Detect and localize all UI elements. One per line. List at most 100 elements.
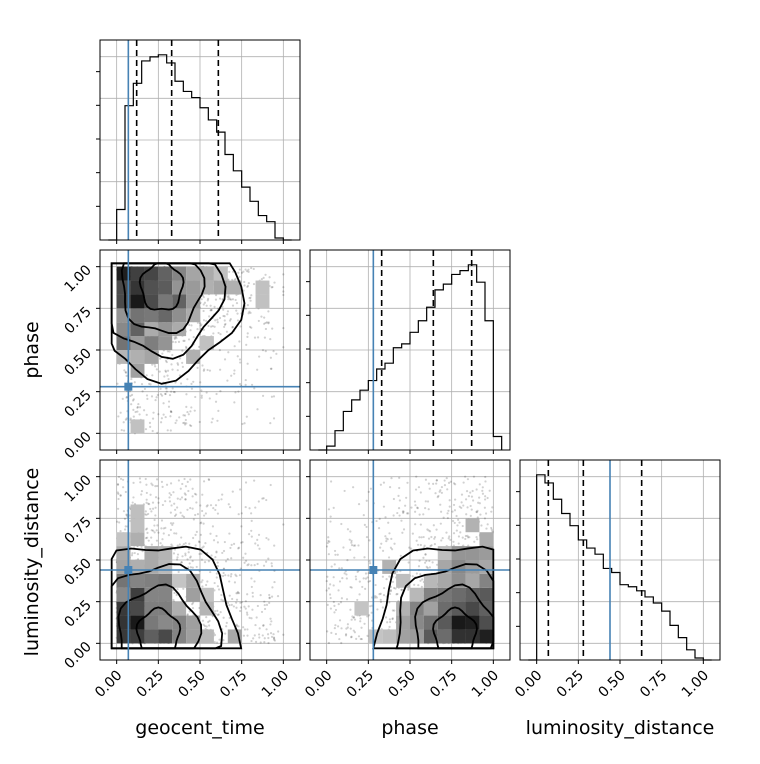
pair-geocent-phase-sample-point-1231	[171, 340, 175, 343]
pair-geocent-lumdist-sample-point-1316	[140, 489, 144, 493]
pair-geocent-phase-sample-point-276	[148, 382, 151, 385]
pair-phase-lumdist-sample-point-26	[397, 494, 400, 497]
pair-geocent-lumdist-sample-point-620	[239, 609, 242, 613]
pair-geocent-phase-sample-point-1117	[157, 413, 160, 416]
pair-phase-lumdist-sample-point-403	[460, 501, 463, 504]
pair-geocent-lumdist-sample-point-459	[230, 557, 233, 560]
pair-phase-lumdist-sample-point-1283	[357, 544, 360, 547]
pair-phase-lumdist-sample-point-426	[467, 494, 470, 498]
pair-geocent-lumdist-sample-point-799	[116, 491, 119, 494]
pair-geocent-lumdist-sample-point-1287	[233, 581, 237, 584]
pair-phase-lumdist-contour-3	[372, 545, 495, 650]
pair-geocent-phase-sample-point-1252	[132, 398, 135, 401]
pair-phase-lumdist-sample-point-614	[483, 517, 487, 520]
pair-phase-lumdist-sample-point-652	[427, 508, 430, 511]
pair-geocent-phase-sample-point-316	[145, 413, 148, 416]
pair-phase-lumdist-sample-point-543	[384, 616, 388, 619]
pair-phase-lumdist-sample-point-686	[330, 631, 333, 634]
pair-geocent-phase-sample-point-38	[214, 400, 218, 403]
pair-phase-lumdist-sample-point-673	[465, 490, 469, 493]
pair-phase-lumdist-sample-point-409	[431, 561, 434, 564]
pair-phase-lumdist-sample-point-949	[455, 529, 458, 532]
pair-geocent-lumdist-sample-point-1391	[182, 515, 186, 519]
pair-phase-lumdist-sample-point-558	[379, 483, 382, 486]
pair-geocent-lumdist-density-cell-5-3	[186, 587, 200, 602]
pair-geocent-lumdist-sample-point-630	[267, 636, 270, 640]
pair-geocent-phase-sample-point-634	[244, 378, 247, 382]
pair-phase-lumdist-sample-point-1020	[392, 497, 396, 501]
pair-geocent-phase-sample-point-1062	[151, 374, 154, 377]
pair-geocent-lumdist-sample-point-1304	[117, 507, 120, 510]
pair-phase-lumdist-sample-point-231	[446, 512, 449, 515]
hist-luminosity-distance-xtick-label-0: 0.00	[512, 668, 545, 701]
pair-geocent-lumdist-sample-point-368	[217, 588, 221, 591]
pair-geocent-phase-sample-point-720	[174, 341, 177, 344]
pair-geocent-lumdist-sample-point-1090	[123, 528, 127, 531]
pair-geocent-lumdist-sample-point-381	[117, 475, 121, 479]
pair-geocent-lumdist-sample-point-412	[244, 505, 247, 509]
pair-geocent-phase-sample-point-164	[213, 305, 216, 308]
pair-phase-lumdist-sample-point-45	[381, 606, 384, 609]
pair-phase-lumdist-sample-point-883	[387, 521, 390, 524]
pair-geocent-phase-sample-point-40	[186, 410, 189, 414]
pair-geocent-phase-sample-point-292	[155, 396, 158, 399]
pair-geocent-lumdist-sample-point-541	[216, 512, 220, 515]
pair-geocent-lumdist-sample-point-532	[187, 551, 190, 554]
pair-phase-lumdist-sample-point-509	[329, 480, 333, 483]
pair-phase-lumdist-density-cell-9-0	[451, 629, 466, 644]
pair-geocent-phase-sample-point-60	[145, 394, 149, 397]
pair-phase-lumdist-sample-point-861	[451, 510, 454, 513]
pair-geocent-phase-sample-point-1298	[164, 387, 167, 390]
pair-phase-lumdist-sample-point-1082	[416, 543, 420, 546]
pair-geocent-phase-sample-point-825	[238, 358, 242, 361]
pair-geocent-lumdist-sample-point-48	[238, 574, 242, 577]
pair-geocent-phase-sample-point-489	[216, 318, 219, 321]
pair-geocent-lumdist-sample-point-104	[208, 619, 211, 622]
pair-phase-lumdist-density-cell-10-6	[465, 546, 480, 560]
pair-geocent-lumdist-sample-point-258	[250, 512, 253, 515]
pair-geocent-phase-sample-point-820	[226, 310, 230, 313]
pair-geocent-lumdist-sample-point-480	[207, 620, 210, 624]
pair-geocent-phase-sample-point-1215	[256, 368, 259, 371]
pair-geocent-lumdist-sample-point-1293	[229, 546, 232, 550]
pair-geocent-phase-sample-point-1315	[238, 340, 241, 343]
pair-geocent-phase-sample-point-390	[250, 266, 253, 270]
pair-geocent-phase-sample-point-782	[256, 408, 259, 411]
pair-geocent-phase-sample-point-45	[165, 360, 168, 364]
pair-phase-lumdist-density-cell-5-4	[396, 573, 410, 588]
pair-geocent-lumdist-sample-point-948	[205, 616, 208, 619]
pair-geocent-phase-sample-point-1179	[249, 296, 252, 299]
pair-geocent-lumdist-sample-point-1292	[213, 589, 216, 592]
pair-phase-lumdist-sample-point-91	[462, 504, 465, 507]
pair-phase-lumdist-sample-point-1091	[398, 514, 401, 517]
pair-phase-lumdist-sample-point-197	[354, 575, 357, 578]
pair-geocent-phase-sample-point-249	[188, 323, 191, 326]
pair-geocent-phase-sample-point-981	[136, 405, 139, 409]
pair-phase-lumdist-sample-point-684	[355, 637, 358, 640]
pair-geocent-phase-sample-point-677	[250, 294, 253, 297]
pair-phase-lumdist-sample-point-703	[365, 525, 368, 529]
pair-geocent-phase-sample-point-768	[190, 424, 193, 428]
pair-geocent-lumdist-sample-point-507	[191, 566, 194, 569]
pair-geocent-lumdist-sample-point-1156	[128, 514, 131, 517]
pair-geocent-lumdist-sample-point-435	[189, 506, 192, 510]
pair-geocent-lumdist-sample-point-153	[186, 613, 189, 616]
pair-geocent-lumdist-sample-point-111	[119, 477, 123, 480]
pair-geocent-phase-sample-point-239	[269, 338, 272, 341]
pair-geocent-lumdist-sample-point-866	[246, 613, 249, 616]
pair-geocent-lumdist-sample-point-1088	[263, 637, 266, 640]
pair-phase-lumdist-sample-point-422	[478, 483, 481, 486]
pair-geocent-phase-sample-point-1054	[228, 270, 231, 273]
pair-phase-lumdist-sample-point-363	[414, 488, 418, 491]
hist-luminosity-distance-panel: 0.00 0.25 0.50 0.75 1.00	[512, 459, 721, 701]
pair-geocent-lumdist-sample-point-362	[146, 531, 149, 534]
pair-phase-lumdist-sample-point-609	[388, 532, 391, 535]
pair-geocent-lumdist-sample-point-791	[205, 583, 208, 587]
pair-geocent-phase-density-cell-3-11	[158, 266, 173, 281]
pair-geocent-phase-sample-point-93	[202, 303, 205, 306]
pair-geocent-phase-sample-point-685	[248, 297, 251, 300]
pair-phase-lumdist-xtick-label-4: 1.00	[469, 668, 502, 701]
pair-phase-lumdist-sample-point-390	[359, 637, 362, 641]
pair-phase-lumdist-sample-point-90	[419, 543, 422, 547]
pair-geocent-phase-sample-point-742	[234, 391, 237, 394]
